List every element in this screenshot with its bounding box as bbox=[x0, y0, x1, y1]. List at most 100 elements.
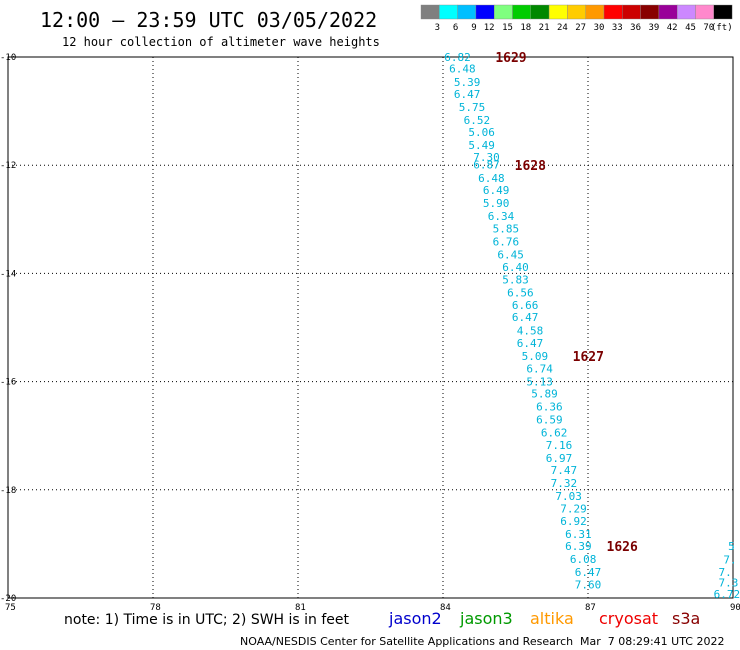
swh-value-label: 5.83 bbox=[502, 273, 529, 286]
swh-value-label-edge: 5 bbox=[728, 540, 735, 553]
swh-value-label: 6.36 bbox=[536, 400, 563, 413]
y-tick-label: -16 bbox=[0, 378, 16, 388]
swh-value-label: 5.13 bbox=[526, 376, 553, 389]
swh-value-label: 6.82 bbox=[444, 51, 471, 64]
time-label: 1626 bbox=[607, 540, 638, 555]
color-scale-label: 21 bbox=[539, 23, 550, 33]
swh-value-label: 6.47 bbox=[575, 566, 602, 579]
color-swatch bbox=[622, 4, 641, 20]
x-tick-label: 87 bbox=[585, 603, 596, 613]
swh-value-label: 6.52 bbox=[464, 114, 491, 127]
swh-value-label: 5.39 bbox=[454, 76, 481, 89]
color-swatch bbox=[512, 4, 531, 20]
y-tick-label: -20 bbox=[0, 594, 16, 604]
swh-value-label: 7.03 bbox=[555, 490, 582, 503]
swh-value-label: 5.09 bbox=[522, 350, 549, 363]
footer-timestamp: Mar 7 08:29:41 UTC 2022 bbox=[580, 635, 724, 648]
time-label: 1628 bbox=[515, 159, 546, 174]
color-swatch bbox=[548, 4, 568, 20]
swh-value-label: 6.45 bbox=[497, 248, 524, 261]
time-labels: 1629 1628 1627 1626 bbox=[495, 51, 638, 555]
color-swatch bbox=[640, 4, 660, 20]
y-tick-label: -10 bbox=[0, 53, 16, 63]
swh-value-label-edge: 7. bbox=[719, 566, 732, 579]
swh-value-label: 7.30 bbox=[473, 151, 500, 164]
swh-value-label: 6.74 bbox=[526, 363, 553, 376]
satellite-s3a: s3a bbox=[672, 609, 700, 628]
color-swatch bbox=[530, 4, 550, 20]
color-swatch bbox=[494, 4, 513, 20]
swh-value-label: 6.48 bbox=[449, 62, 476, 75]
swh-value-label: 5.75 bbox=[459, 101, 486, 114]
plot-grid bbox=[7, 56, 734, 599]
swh-value-label: 6.48 bbox=[478, 172, 505, 185]
time-label: 1629 bbox=[495, 51, 526, 66]
satellite-legend: jason2 jason3 altika cryosat s3a bbox=[388, 609, 700, 628]
color-scale-label: 33 bbox=[612, 23, 623, 33]
chart-title: 12:00 – 23:59 UTC 03/05/2022 bbox=[40, 8, 377, 32]
color-swatch bbox=[439, 4, 458, 20]
satellite-altika: altika bbox=[530, 609, 574, 628]
swh-value-label: 6.59 bbox=[536, 413, 563, 426]
color-swatch bbox=[677, 4, 696, 20]
swh-value-label: 6.56 bbox=[507, 286, 534, 299]
swh-value-label: 5.06 bbox=[468, 126, 495, 139]
color-scale-label: 9 bbox=[471, 23, 476, 33]
swh-value-label-edge: 6.72 bbox=[714, 588, 740, 601]
color-swatch bbox=[658, 4, 678, 20]
color-swatch bbox=[695, 4, 714, 20]
color-scale-label: 42 bbox=[667, 23, 678, 33]
swh-value-label: 6.76 bbox=[493, 235, 520, 248]
swh-value-label: 4.58 bbox=[517, 325, 544, 338]
swh-value-label: 6.31 bbox=[565, 528, 592, 541]
swh-value-label: 5.90 bbox=[483, 197, 510, 210]
color-scale-label: 3 bbox=[435, 23, 440, 33]
swh-value-label: 6.40 bbox=[502, 261, 529, 274]
color-scale-legend: 3 6 9 12 15 18 21 24 27 30 33 36 39 42 45 70(ft) bbox=[420, 4, 733, 33]
swh-value-label: 7.47 bbox=[551, 464, 578, 477]
swh-value-label: 7.29 bbox=[560, 503, 587, 516]
color-scale-unit: (ft) bbox=[711, 23, 733, 33]
color-swatch bbox=[713, 4, 733, 20]
color-swatch bbox=[420, 4, 440, 20]
x-tick-label: 78 bbox=[150, 603, 161, 613]
x-tick-label: 84 bbox=[440, 603, 451, 613]
swh-value-label: 6.62 bbox=[541, 426, 568, 439]
x-tick-label: 75 bbox=[5, 603, 16, 613]
swh-value-label: 6.49 bbox=[483, 184, 510, 197]
swh-value-label: 6.66 bbox=[512, 299, 539, 312]
x-tick-label: 90 bbox=[730, 603, 740, 613]
satellite-jason2: jason2 bbox=[388, 609, 442, 628]
swh-value-label: 6.92 bbox=[560, 515, 587, 528]
color-scale-label: 12 bbox=[484, 23, 495, 33]
chart-subtitle: 12 hour collection of altimeter wave hei… bbox=[62, 35, 380, 49]
swh-value-label: 5.49 bbox=[468, 139, 495, 152]
footer-note: note: 1) Time is in UTC; 2) SWH is in fe… bbox=[64, 612, 350, 628]
swh-value-label-edge: 7.3 bbox=[719, 576, 739, 589]
satellite-jason3: jason3 bbox=[459, 609, 513, 628]
swh-value-label: 6.87 bbox=[473, 159, 500, 172]
swh-value-label: 6.47 bbox=[454, 88, 481, 101]
swh-values: 6.826.485.396.475.756.525.065.497.306.87… bbox=[444, 51, 740, 601]
color-scale-label: 39 bbox=[648, 23, 659, 33]
swh-value-label: 6.97 bbox=[546, 452, 573, 465]
swh-value-label: 6.08 bbox=[570, 553, 597, 566]
swh-value-label: 5.89 bbox=[531, 388, 558, 401]
swh-value-label: 7.60 bbox=[575, 578, 602, 591]
swh-value-label: 7.16 bbox=[546, 439, 573, 452]
color-swatch bbox=[475, 4, 495, 20]
color-swatch bbox=[603, 4, 623, 20]
color-scale-label: 36 bbox=[630, 23, 641, 33]
time-label: 1627 bbox=[573, 350, 604, 365]
swh-value-label: 6.34 bbox=[488, 210, 515, 223]
swh-value-label-edge: 7. bbox=[723, 554, 736, 567]
color-scale-label: 24 bbox=[557, 23, 568, 33]
footer-credit: NOAA/NESDIS Center for Satellite Applica… bbox=[240, 635, 573, 648]
y-tick-label: -14 bbox=[0, 269, 16, 279]
color-swatch bbox=[585, 4, 605, 20]
satellite-cryosat: cryosat bbox=[599, 609, 658, 628]
y-tick-label: -18 bbox=[0, 486, 16, 496]
color-scale-label: 70 bbox=[703, 23, 714, 33]
x-tick-label: 81 bbox=[295, 603, 306, 613]
